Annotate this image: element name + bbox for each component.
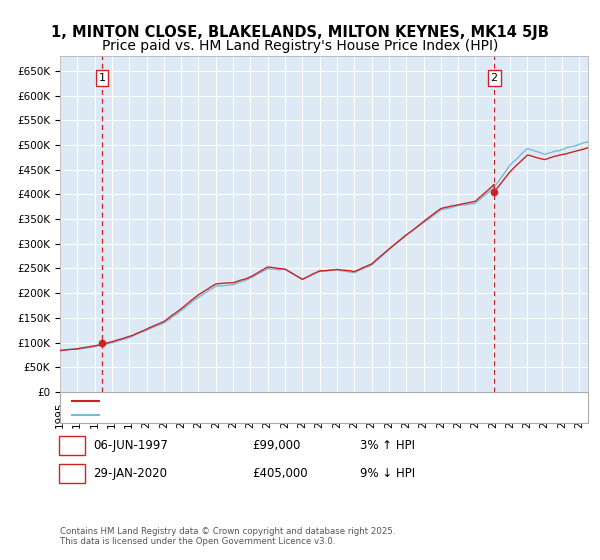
Text: 29-JAN-2020: 29-JAN-2020 — [93, 466, 167, 480]
Text: 2: 2 — [68, 466, 76, 480]
Text: HPI: Average price, detached house, Milton Keynes: HPI: Average price, detached house, Milt… — [105, 410, 389, 420]
Text: 1, MINTON CLOSE, BLAKELANDS, MILTON KEYNES, MK14 5JB: 1, MINTON CLOSE, BLAKELANDS, MILTON KEYN… — [51, 25, 549, 40]
Text: 06-JUN-1997: 06-JUN-1997 — [93, 438, 168, 452]
Text: 2: 2 — [491, 73, 498, 83]
Text: £99,000: £99,000 — [252, 438, 301, 452]
Text: 1: 1 — [98, 73, 106, 83]
Text: 9% ↓ HPI: 9% ↓ HPI — [360, 466, 415, 480]
Text: Price paid vs. HM Land Registry's House Price Index (HPI): Price paid vs. HM Land Registry's House … — [102, 39, 498, 53]
Text: 1: 1 — [68, 438, 76, 452]
Text: 1, MINTON CLOSE, BLAKELANDS, MILTON KEYNES, MK14 5JB (detached house): 1, MINTON CLOSE, BLAKELANDS, MILTON KEYN… — [105, 395, 542, 405]
Text: Contains HM Land Registry data © Crown copyright and database right 2025.
This d: Contains HM Land Registry data © Crown c… — [60, 526, 395, 546]
Text: £405,000: £405,000 — [252, 466, 308, 480]
Text: 3% ↑ HPI: 3% ↑ HPI — [360, 438, 415, 452]
